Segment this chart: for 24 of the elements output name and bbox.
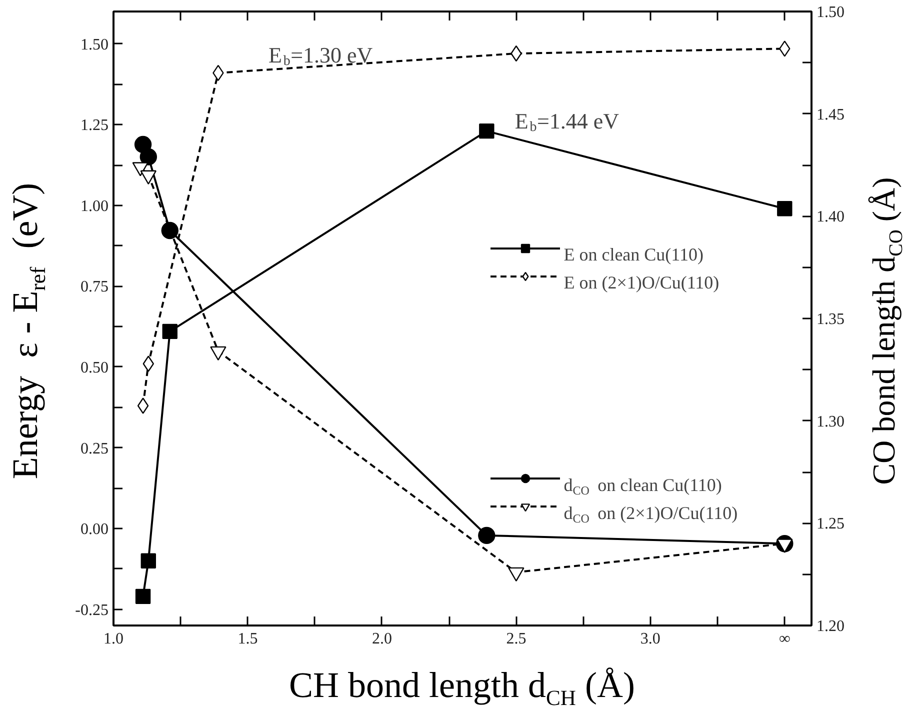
y-tick-label: 1.50: [80, 36, 108, 54]
x-tick-label: 3.0: [640, 630, 660, 648]
y-tick-label: 0.75: [80, 278, 108, 296]
x-tick-label: 2.0: [372, 630, 392, 648]
x-tick-label: ∞: [778, 630, 790, 648]
y-tick-label: 1.00: [80, 198, 108, 215]
y-tick-label: 0.25: [80, 440, 108, 458]
y-tick-label: 1.25: [80, 117, 108, 134]
y-tick-label: -0.25: [75, 602, 108, 619]
x-tick-label: 1.5: [238, 630, 258, 648]
y2-tick-label: 1.30: [816, 413, 844, 430]
y2-tick-label: 1.50: [816, 4, 844, 21]
y2-tick-label: 1.20: [816, 618, 844, 635]
legend-label: E on clean Cu(110): [564, 244, 704, 265]
y2-tick-label: 1.35: [816, 311, 844, 328]
x-tick-label: 1.0: [104, 630, 124, 648]
y2-tick-label: 1.25: [816, 516, 844, 533]
x-axis-title: CH bond length d$_{CH}$ (Å): [289, 664, 635, 712]
y-tick-label: 0.00: [80, 521, 108, 538]
y-tick-label: 0.50: [80, 359, 108, 376]
x-tick-label: 2.5: [506, 630, 526, 648]
y2-tick-label: 1.40: [816, 208, 844, 226]
y2-tick-label: 1.45: [816, 106, 844, 124]
legend-label: E on (2×1)O/Cu(110): [564, 272, 720, 293]
